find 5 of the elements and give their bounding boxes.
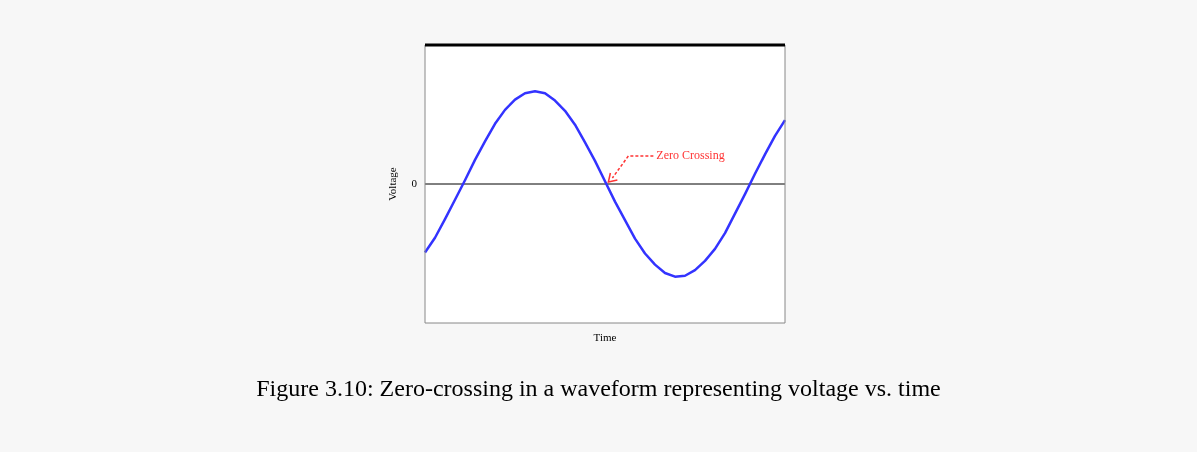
- text: Figure 3.10: Zero-crossing in a waveform representing voltage vs. time: [256, 375, 941, 402]
- annotation: Zero Crossing: [656, 148, 725, 163]
- x-axis-title: Time: [593, 331, 617, 344]
- y-axis-title: Voltage: [385, 167, 398, 201]
- ref-line-label: 0: [411, 176, 418, 189]
